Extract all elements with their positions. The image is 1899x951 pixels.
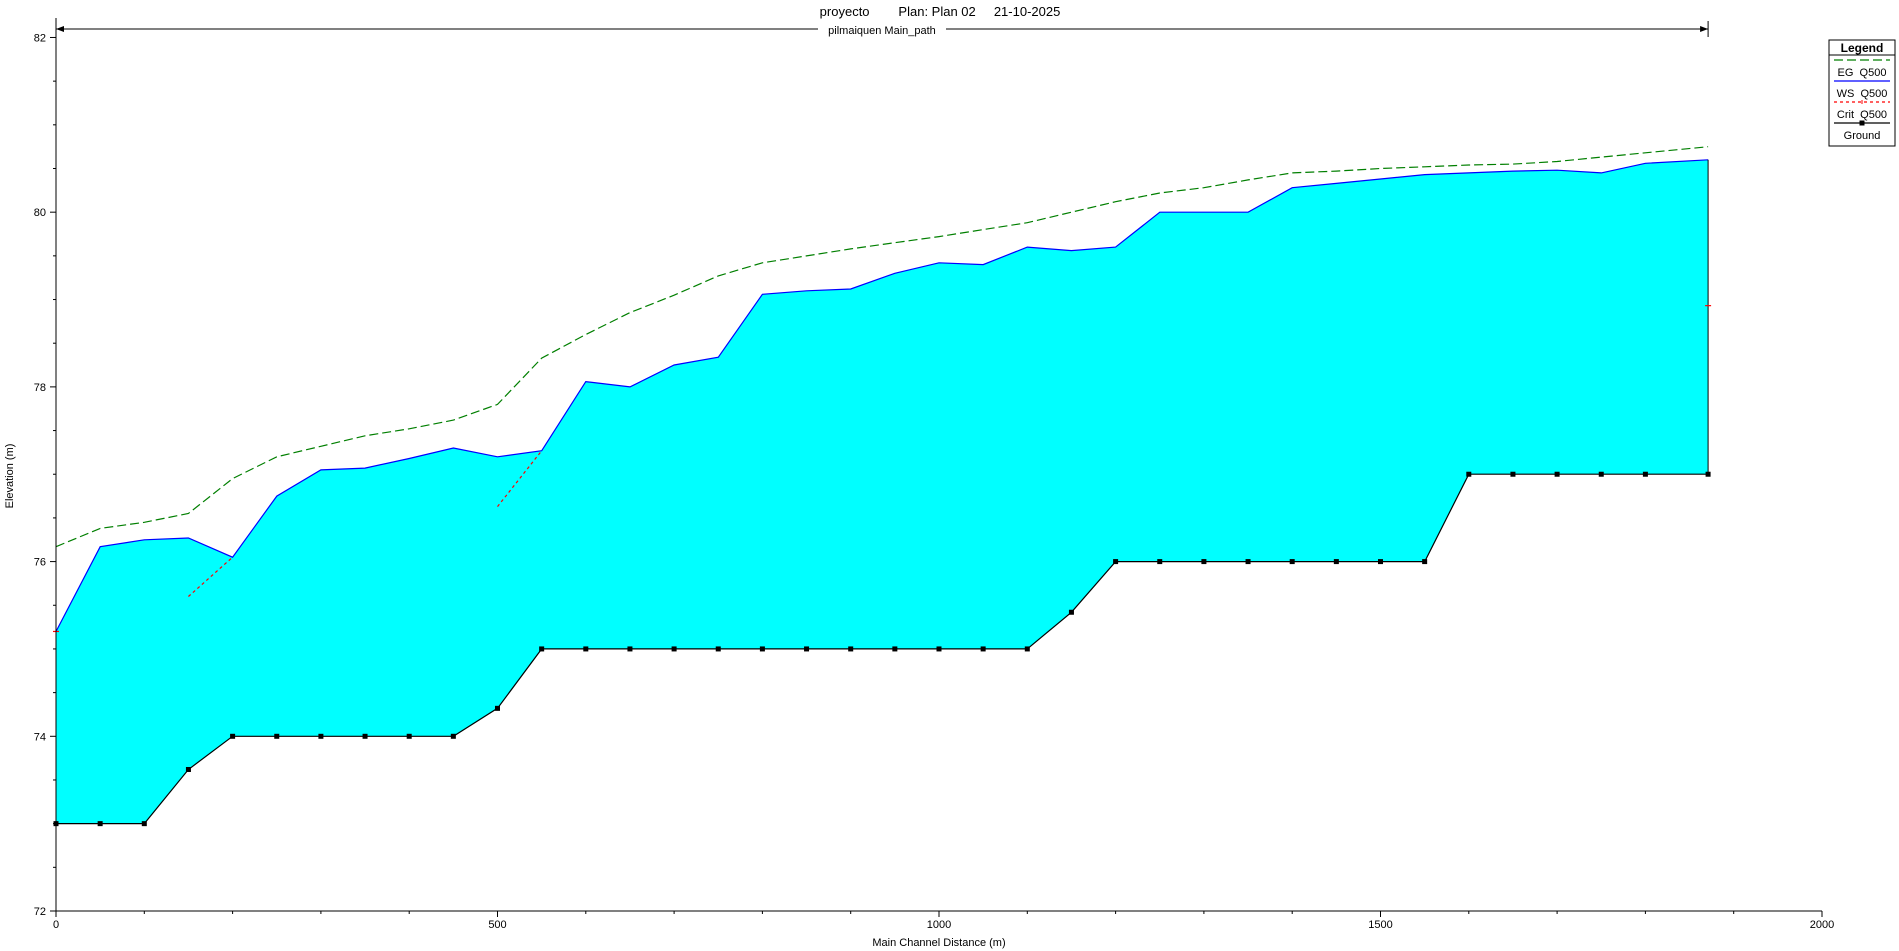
ground-point bbox=[936, 646, 942, 652]
y-tick-label: 78 bbox=[34, 382, 46, 394]
ground-point bbox=[1289, 559, 1295, 565]
y-tick-label: 76 bbox=[34, 557, 46, 569]
ground-point bbox=[1466, 471, 1472, 477]
crit-segment-1 bbox=[188, 556, 233, 597]
y-tick-label: 80 bbox=[34, 207, 46, 219]
x-tick-label: 0 bbox=[53, 919, 59, 931]
legend-title: Legend bbox=[1841, 41, 1884, 55]
ground-point bbox=[892, 646, 898, 652]
ground-point bbox=[1705, 471, 1711, 477]
series-layer bbox=[53, 146, 1712, 827]
legend-label: EG Q500 bbox=[1838, 67, 1887, 79]
reach-label: pilmaiquen Main_path bbox=[828, 25, 936, 37]
x-tick-label: 1000 bbox=[927, 919, 951, 931]
reach-bar-left-arrow bbox=[56, 26, 64, 32]
legend-marker bbox=[1859, 120, 1865, 126]
reach-extent-bar bbox=[55, 21, 1709, 37]
ground-point bbox=[1378, 559, 1383, 565]
y-axis-title: Elevation (m) bbox=[4, 444, 16, 509]
ground-point bbox=[450, 733, 456, 739]
ground-point bbox=[1024, 646, 1030, 652]
ground-point bbox=[318, 733, 324, 739]
ground-point bbox=[980, 646, 986, 652]
legend-items: EG Q500 WS Q500 Crit Q500 Ground bbox=[1834, 59, 1890, 142]
ground-point bbox=[1113, 559, 1119, 565]
ground-point bbox=[230, 733, 236, 739]
water-fill-area bbox=[56, 159, 1709, 824]
ground-point bbox=[715, 646, 721, 652]
eg-series-line bbox=[55, 146, 1709, 548]
ground-point bbox=[1333, 559, 1339, 565]
chart-title: proyecto Plan: Plan 02 21-10-2025 bbox=[820, 4, 1061, 19]
ground-point bbox=[1554, 471, 1560, 477]
legend: Legend EG Q500 WS Q500 Crit Q500 Ground bbox=[1828, 39, 1896, 147]
reach-bar-right-arrow bbox=[1700, 26, 1709, 32]
ground-point bbox=[185, 766, 191, 772]
axes: 0 500 1000 1500 2000 72 74 76 78 80 82 bbox=[34, 18, 1834, 931]
x-tick-label: 2000 bbox=[1810, 919, 1834, 931]
x-axis-title: Main Channel Distance (m) bbox=[872, 937, 1005, 949]
ground-point bbox=[671, 646, 677, 652]
legend-label: Ground bbox=[1844, 130, 1881, 142]
ground-point bbox=[274, 733, 280, 739]
ground-point bbox=[1201, 559, 1207, 565]
y-tick-label: 74 bbox=[34, 731, 46, 743]
ground-point bbox=[804, 646, 810, 652]
ground-point bbox=[495, 705, 500, 711]
x-tick-label: 1500 bbox=[1368, 919, 1392, 931]
ground-point bbox=[627, 646, 633, 652]
ground-series-line bbox=[56, 473, 1709, 825]
ground-point bbox=[1245, 559, 1251, 565]
ground-point bbox=[141, 821, 147, 827]
ground-point bbox=[1598, 471, 1604, 477]
ground-point bbox=[362, 733, 368, 739]
legend-frame bbox=[1828, 39, 1896, 147]
y-tick-label: 72 bbox=[34, 906, 46, 918]
ground-point bbox=[1068, 609, 1074, 615]
water-fill-polygon bbox=[56, 159, 1709, 824]
ground-point bbox=[406, 733, 412, 739]
ground-point bbox=[1422, 559, 1428, 565]
x-tick-label: 500 bbox=[488, 919, 506, 931]
ground-point bbox=[1510, 471, 1516, 477]
ws-series-line bbox=[55, 159, 1709, 632]
ground-point bbox=[583, 646, 589, 652]
ground-point bbox=[1642, 471, 1648, 477]
ground-point bbox=[539, 646, 545, 652]
legend-label: Crit Q500 bbox=[1837, 109, 1887, 121]
ground-point bbox=[848, 646, 854, 652]
ground-point bbox=[97, 821, 103, 827]
y-tick-label: 82 bbox=[34, 32, 46, 44]
legend-label: WS Q500 bbox=[1837, 88, 1888, 100]
ground-point bbox=[759, 646, 765, 652]
ground-point bbox=[1157, 559, 1163, 565]
